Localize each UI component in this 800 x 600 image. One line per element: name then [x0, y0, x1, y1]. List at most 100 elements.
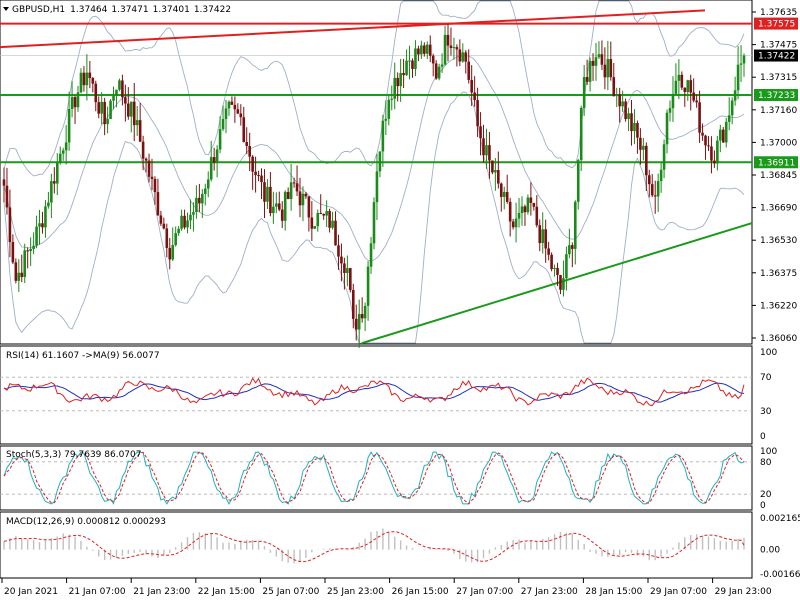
- candle[interactable]: [446, 23, 450, 62]
- candle[interactable]: [689, 74, 693, 111]
- candle[interactable]: [431, 53, 435, 77]
- candle[interactable]: [360, 297, 364, 323]
- candle[interactable]: [701, 123, 704, 141]
- candle[interactable]: [417, 45, 420, 62]
- candle[interactable]: [325, 200, 328, 228]
- candle[interactable]: [499, 182, 503, 212]
- candle[interactable]: [425, 41, 429, 59]
- candle[interactable]: [85, 54, 89, 101]
- candle[interactable]: [399, 58, 402, 102]
- candle[interactable]: [254, 156, 257, 193]
- candle[interactable]: [535, 195, 539, 228]
- candle[interactable]: [118, 78, 121, 92]
- candle[interactable]: [739, 45, 743, 82]
- candle[interactable]: [206, 171, 210, 198]
- candle[interactable]: [390, 85, 394, 111]
- candle[interactable]: [138, 102, 142, 142]
- candle[interactable]: [251, 155, 254, 190]
- candle[interactable]: [428, 35, 432, 63]
- candle[interactable]: [372, 197, 376, 250]
- candle[interactable]: [201, 189, 204, 219]
- candle[interactable]: [591, 53, 595, 81]
- candle[interactable]: [195, 185, 198, 219]
- candle[interactable]: [730, 97, 734, 125]
- candle[interactable]: [100, 92, 103, 125]
- candle[interactable]: [704, 134, 707, 160]
- candle[interactable]: [467, 49, 471, 84]
- candle[interactable]: [192, 202, 195, 232]
- candle[interactable]: [562, 260, 565, 297]
- candle[interactable]: [203, 183, 207, 206]
- candle[interactable]: [627, 107, 630, 132]
- candle[interactable]: [346, 255, 349, 287]
- candle[interactable]: [408, 45, 411, 80]
- candle[interactable]: [26, 247, 29, 269]
- candle[interactable]: [230, 96, 234, 105]
- candle[interactable]: [286, 187, 290, 200]
- candle[interactable]: [266, 179, 269, 209]
- candle[interactable]: [41, 211, 44, 234]
- candle[interactable]: [23, 243, 27, 283]
- candle[interactable]: [597, 41, 601, 60]
- candle[interactable]: [612, 62, 616, 97]
- candle[interactable]: [455, 44, 459, 67]
- candle[interactable]: [20, 254, 24, 283]
- candle[interactable]: [124, 84, 127, 122]
- candle[interactable]: [423, 42, 426, 57]
- candle[interactable]: [156, 178, 160, 216]
- candle[interactable]: [141, 135, 145, 171]
- candle[interactable]: [724, 117, 728, 148]
- candle[interactable]: [464, 50, 468, 74]
- candle[interactable]: [215, 145, 219, 178]
- candle[interactable]: [129, 101, 133, 133]
- candle[interactable]: [224, 99, 228, 134]
- candle[interactable]: [248, 132, 251, 172]
- candle[interactable]: [458, 39, 462, 67]
- candle[interactable]: [671, 76, 675, 122]
- candle[interactable]: [340, 243, 343, 282]
- candle[interactable]: [64, 125, 68, 165]
- candle[interactable]: [272, 191, 275, 224]
- candle[interactable]: [529, 182, 533, 216]
- candle[interactable]: [674, 63, 678, 95]
- candle[interactable]: [396, 72, 399, 102]
- candle[interactable]: [520, 196, 524, 226]
- candle[interactable]: [571, 242, 574, 268]
- candle[interactable]: [411, 58, 414, 78]
- candle[interactable]: [532, 202, 536, 211]
- candle[interactable]: [337, 234, 340, 270]
- candle[interactable]: [328, 208, 331, 233]
- candle[interactable]: [594, 42, 598, 81]
- candle[interactable]: [369, 236, 373, 274]
- candle[interactable]: [218, 116, 222, 154]
- candle[interactable]: [579, 105, 583, 172]
- candle[interactable]: [212, 147, 216, 171]
- candle[interactable]: [639, 128, 642, 165]
- candle[interactable]: [393, 62, 397, 110]
- candle[interactable]: [366, 261, 370, 321]
- support-trendline[interactable]: [361, 222, 753, 345]
- candle[interactable]: [298, 177, 302, 218]
- candle[interactable]: [162, 217, 166, 230]
- candle[interactable]: [482, 124, 485, 163]
- candle[interactable]: [707, 136, 710, 151]
- candle[interactable]: [354, 304, 358, 341]
- candle[interactable]: [494, 158, 497, 191]
- candle[interactable]: [606, 40, 610, 91]
- candle[interactable]: [497, 151, 500, 189]
- candle[interactable]: [11, 234, 15, 264]
- candle[interactable]: [14, 258, 18, 284]
- candle[interactable]: [115, 89, 118, 108]
- candle[interactable]: [150, 158, 154, 191]
- candle[interactable]: [363, 302, 367, 332]
- candle[interactable]: [304, 191, 308, 199]
- collapse-arrow-icon[interactable]: [3, 7, 9, 11]
- candle[interactable]: [384, 100, 388, 136]
- candle[interactable]: [541, 212, 545, 254]
- candle[interactable]: [103, 97, 106, 136]
- candle[interactable]: [257, 170, 260, 182]
- candle[interactable]: [127, 87, 130, 120]
- candle[interactable]: [508, 197, 512, 237]
- candle[interactable]: [280, 201, 284, 228]
